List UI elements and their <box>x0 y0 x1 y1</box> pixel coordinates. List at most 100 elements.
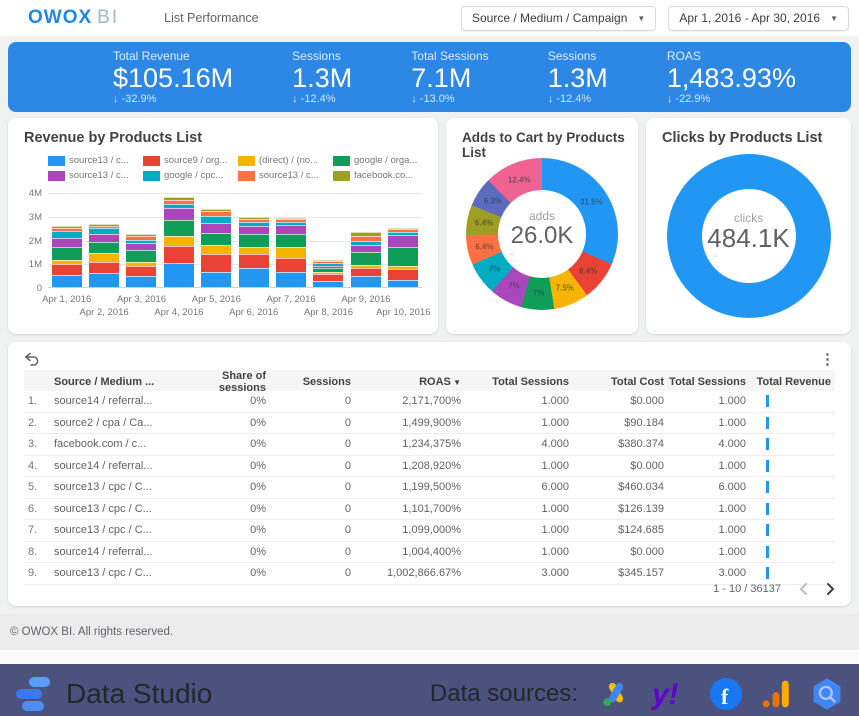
total-revenue-bar-cell <box>750 438 835 451</box>
table-cell: 1,234,375% <box>402 438 461 451</box>
column-header[interactable]: ROAS ▼ <box>419 376 461 388</box>
x-axis-tick: Apr 9, 2016 <box>341 294 391 305</box>
table-cell: $345.157 <box>618 567 664 580</box>
table-row[interactable]: 7. source13 / cpc / C... 0% 0 1,099,000% 1.00… <box>24 520 835 542</box>
table-row[interactable]: 1. source14 / referral... 0% 0 2,171,700% 1.0… <box>24 391 835 413</box>
daterange-filter-dropdown[interactable]: Apr 1, 2016 - Apr 30, 2016 ▼ <box>668 5 849 31</box>
top-bar: OWOX BI List Performance Source / Medium… <box>0 0 859 36</box>
stacked-bar[interactable] <box>350 232 381 287</box>
table-cell: 1,208,920% <box>402 459 461 472</box>
table-cell: 0% <box>250 395 266 408</box>
bar-segment <box>126 265 157 277</box>
table-cell: facebook.com / c... <box>54 438 147 451</box>
slice-percentage-label: 6.3% <box>483 196 503 206</box>
table-cell: 1,002,866.67% <box>386 567 461 580</box>
daterange-filter-label: Apr 1, 2016 - Apr 30, 2016 <box>679 11 821 25</box>
bottom-brand-bar: Data Studio Data sources: y! f <box>0 664 859 716</box>
bar-segment <box>350 265 381 269</box>
revenue-mini-bar <box>766 567 769 580</box>
table-row[interactable]: 9. source13 / cpc / C... 0% 0 1,002,866.67% 3… <box>24 563 835 585</box>
bar-segment <box>163 196 194 200</box>
stacked-bar[interactable] <box>276 217 307 287</box>
revenue-bar-chart[interactable]: 0 1M 2M 3M 4M Apr 1, 2016 Apr 2, 2016 Apr 3, 2… <box>14 188 431 318</box>
adds-donut-chart[interactable]: 31.5% 8.4% 7.5% 7% 7% 7% 6.4% 6.4% 6.3% 12.4% add… <box>466 158 618 310</box>
clicks-card: Clicks by Products List clicks 484.1K - <box>646 118 851 334</box>
stacked-bar[interactable] <box>126 233 157 287</box>
stacked-bar[interactable] <box>163 196 194 287</box>
revenue-mini-bar <box>766 481 769 494</box>
column-header[interactable]: Sessions <box>302 376 351 388</box>
bar-segment <box>276 247 307 258</box>
bar-segment <box>163 204 194 208</box>
table-row[interactable]: 8. source14 / referral... 0% 0 1,004,400% 1.0… <box>24 542 835 563</box>
column-header[interactable]: Share of sessions <box>218 370 266 394</box>
bar-segment <box>238 221 269 226</box>
revenue-mini-bar <box>766 524 769 537</box>
column-header[interactable]: Source / Medium ... <box>54 376 155 388</box>
table-row[interactable]: 6. source13 / cpc / C... 0% 0 1,101,700% 1.00… <box>24 499 835 520</box>
stacked-bar[interactable] <box>238 216 269 287</box>
column-header[interactable]: Total Revenue <box>756 376 831 388</box>
table-cell: source13 / cpc / C... <box>54 481 152 494</box>
adds-center-sub: - <box>510 248 514 260</box>
legend-item: google / orga... <box>333 155 428 166</box>
bar-segment <box>51 275 82 287</box>
adds-to-cart-card: Adds to Cart by Products List 31.5% 8.4% 7… <box>446 118 638 334</box>
stacked-bar[interactable] <box>201 208 232 287</box>
stacked-bar[interactable] <box>51 226 82 287</box>
slice-percentage-label: 7% <box>508 281 520 291</box>
table-row[interactable]: 3. facebook.com / c... 0% 0 1,234,375% 4.000 $… <box>24 434 835 456</box>
table-cell: 1.000 <box>541 416 569 429</box>
kpi-label: Total Sessions <box>411 49 489 63</box>
next-page-icon[interactable] <box>825 582 837 596</box>
table-cell: 3. <box>28 438 38 451</box>
bar-segment <box>89 234 120 242</box>
page-title: List Performance <box>164 11 259 25</box>
stacked-bar[interactable] <box>89 224 120 287</box>
table-cell: 0 <box>344 524 351 537</box>
table-cell: $0.000 <box>630 459 664 472</box>
column-header[interactable]: Total Sessions <box>492 376 569 388</box>
bar-segment <box>126 261 157 266</box>
stacked-bar[interactable] <box>388 227 419 287</box>
prev-page-icon[interactable] <box>797 582 809 596</box>
kpi-card: Sessions 1.3M ↓ -12.4% <box>292 49 352 105</box>
slice-percentage-label: 7.5% <box>555 283 575 293</box>
more-options-icon[interactable]: ⋮ <box>820 351 835 368</box>
clicks-chart-title: Clicks by Products List <box>662 130 823 146</box>
svg-text:f: f <box>721 684 729 709</box>
clicks-donut-chart[interactable]: clicks 484.1K - <box>666 154 831 318</box>
table-row[interactable]: 4. source14 / referral... 0% 0 1,208,920% 1.0… <box>24 456 835 477</box>
kpi-delta: ↓ -13.0% <box>411 93 455 105</box>
column-header[interactable]: Total Sessions <box>669 376 746 388</box>
logo-bi-text: BI <box>97 7 120 28</box>
bar-segment <box>313 262 344 267</box>
table-cell: 1,199,500% <box>402 481 461 494</box>
dimension-filter-dropdown[interactable]: Source / Medium / Campaign ▼ <box>460 5 657 31</box>
table-row[interactable]: 5. source13 / cpc / C... 0% 0 1,199,500% 6.00… <box>24 477 835 499</box>
bar-segment <box>51 238 82 247</box>
kpi-card: Total Revenue $105.16M ↓ -32.9% <box>113 49 233 105</box>
bigquery-icon[interactable] <box>809 677 845 711</box>
total-revenue-bar-cell <box>750 481 835 494</box>
slice-percentage-label: 6.4% <box>475 242 494 251</box>
stacked-bar[interactable] <box>313 259 344 287</box>
bar-segment <box>276 272 307 287</box>
bar-segment <box>126 233 157 236</box>
legend-swatch <box>238 155 255 166</box>
legend-label: (direct) / (no... <box>259 155 319 166</box>
kpi-card: ROAS 1,483.93% ↓ -22.9% <box>667 49 796 105</box>
performance-table-card: ⋮ Source / Medium ... Share of sessions Se… <box>8 342 851 606</box>
undo-icon[interactable] <box>24 352 40 366</box>
legend-item: source13 / c... <box>48 155 143 166</box>
column-header[interactable]: Total Cost <box>611 376 664 388</box>
bar-segment <box>201 211 232 217</box>
x-axis-tick: Apr 5, 2016 <box>191 294 241 305</box>
bar-segment <box>201 254 232 272</box>
total-revenue-bar-cell <box>750 459 835 472</box>
table-row[interactable]: 2. source2 / cpa / Ca... 0% 0 1,499,900% 1.00… <box>24 413 835 434</box>
sort-desc-icon: ▼ <box>450 378 461 387</box>
legend-item: source9 / org... <box>143 155 238 166</box>
bar-segment <box>51 246 82 260</box>
table-cell: 0% <box>250 481 266 494</box>
